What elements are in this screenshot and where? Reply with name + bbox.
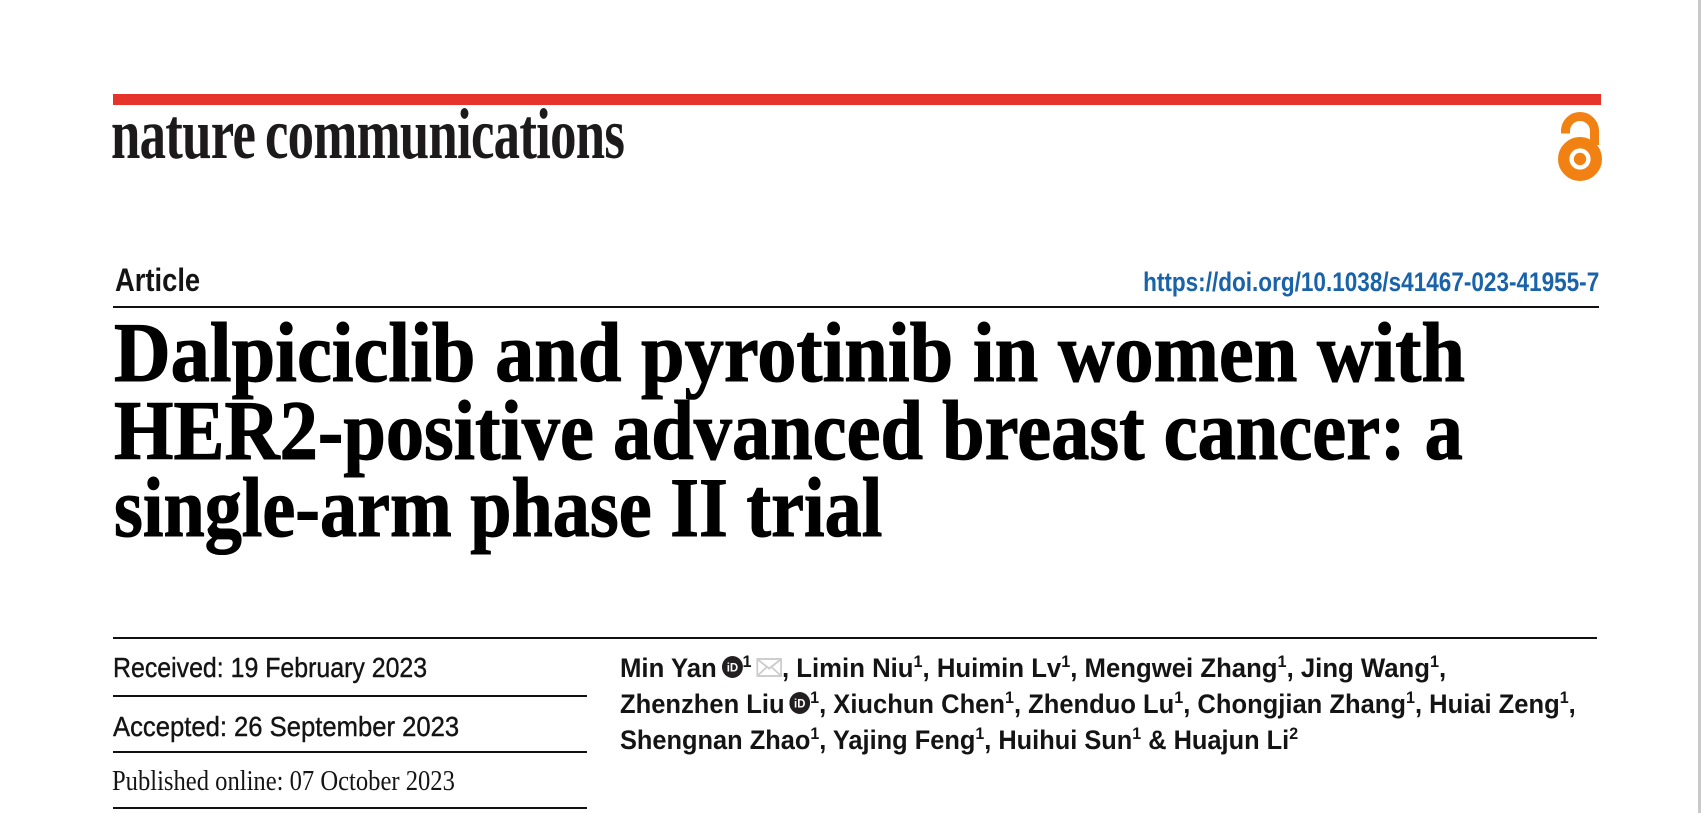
- svg-text:iD: iD: [726, 662, 737, 675]
- svg-text:iD: iD: [794, 698, 805, 711]
